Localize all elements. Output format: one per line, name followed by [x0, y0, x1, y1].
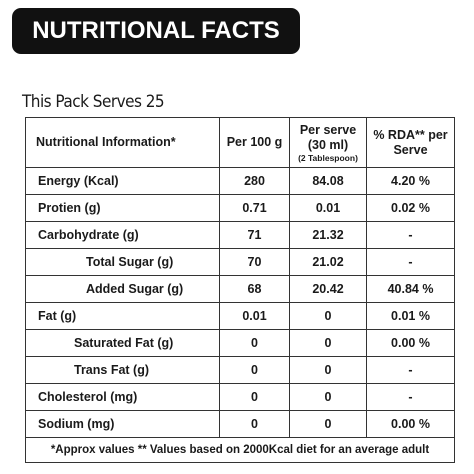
cell: Total Sugar (g): [25, 248, 220, 276]
cell: -: [366, 383, 455, 411]
row: Sodium (mg) 0 0 0.00 %: [25, 410, 455, 438]
cell: 0.02 %: [366, 194, 455, 222]
serves: This Pack Serves 25: [22, 92, 165, 112]
cell: 21.32: [289, 221, 367, 249]
cell: Saturated Fat (g): [25, 329, 220, 357]
cell: 4.20 %: [366, 167, 455, 195]
row: Cholesterol (mg) 0 0-: [25, 383, 455, 411]
cell: 0.01 %: [366, 302, 455, 330]
cell: 280: [219, 167, 290, 195]
cell: Sodium (mg): [25, 410, 220, 438]
cell: 0: [289, 410, 367, 438]
header-note: (2 Tablespoon): [298, 152, 358, 163]
cell: Cholesterol (mg): [25, 383, 220, 411]
cell: 0.01: [289, 194, 367, 222]
header-row: Nutritional Information* Per 100 g Per s…: [25, 117, 455, 168]
cell: 0: [289, 383, 367, 411]
header-cell: Nutritional Information*: [25, 117, 220, 168]
cell: 20.42: [289, 275, 367, 303]
row: Saturated Fat (g) 0 0 0.00 %: [25, 329, 455, 357]
cell: 0: [219, 329, 290, 357]
row: Added Sugar (g) 68 20.42 40.84 %: [25, 275, 455, 303]
cell: 0.00 %: [366, 329, 455, 357]
footnote-row: *Approx values ** Values based on 2000Kc…: [25, 437, 455, 463]
cell: 0.71: [219, 194, 290, 222]
cell: -: [366, 356, 455, 384]
row: Fat (g) 0.01 0 0.01 %: [25, 302, 455, 330]
row: Carbohydrate (g) 71 21.32-: [25, 221, 455, 249]
nutrition-table: Nutritional Information* Per 100 g Per s…: [25, 117, 455, 463]
cell: 0.01: [219, 302, 290, 330]
cell: -: [366, 248, 455, 276]
cell: 0: [219, 383, 290, 411]
cell: -: [366, 221, 455, 249]
cell: 0.00 %: [366, 410, 455, 438]
cell: 40.84 %: [366, 275, 455, 303]
header-cell: % RDA** per Serve: [366, 117, 455, 168]
cell: 70: [219, 248, 290, 276]
cell: Protien (g): [25, 194, 220, 222]
cell: 21.02: [289, 248, 367, 276]
cell: 0: [289, 302, 367, 330]
row: Trans Fat (g) 0 0-: [25, 356, 455, 384]
footnote: *Approx values ** Values based on 2000Kc…: [25, 437, 455, 463]
cell: 0: [289, 329, 367, 357]
row: Energy (Kcal) 280 84.08 4.20 %: [25, 167, 455, 195]
cell: Trans Fat (g): [25, 356, 220, 384]
cell: 0: [219, 356, 290, 384]
cell: Added Sugar (g): [25, 275, 220, 303]
cell: Fat (g): [25, 302, 220, 330]
header-cell: Per serve (30 ml) (2 Tablespoon): [289, 117, 367, 168]
header-cell: Per 100 g: [219, 117, 290, 168]
cell: 84.08: [289, 167, 367, 195]
row: Protien (g) 0.71 0.01 0.02 %: [25, 194, 455, 222]
row: Total Sugar (g) 70 21.02-: [25, 248, 455, 276]
cell: 68: [219, 275, 290, 303]
header-line: Per serve: [299, 122, 357, 137]
cell: Carbohydrate (g): [25, 221, 220, 249]
title: NUTRITIONAL FACTS: [12, 8, 300, 54]
cell: Energy (Kcal): [25, 167, 220, 195]
cell: 0: [219, 410, 290, 438]
header-line: (30 ml): [307, 137, 349, 152]
cell: 71: [219, 221, 290, 249]
cell: 0: [289, 356, 367, 384]
